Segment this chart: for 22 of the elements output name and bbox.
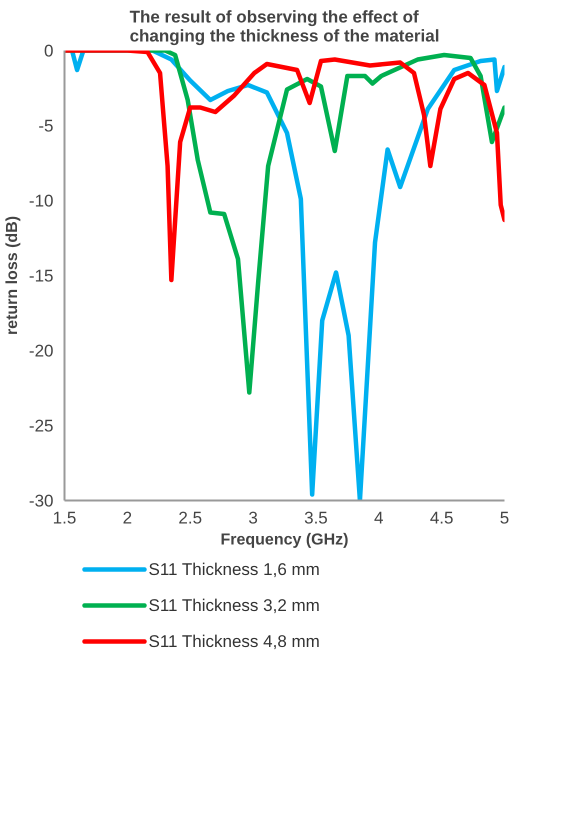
y-tick-label: -15: [28, 266, 54, 286]
y-tick-label: -5: [38, 116, 54, 136]
legend-label: S11 Thickness 4,8 mm: [148, 632, 320, 651]
chart-title: The result of observing the effect of changing the thickness of the material: [130, 8, 440, 46]
x-tick-label: 3.5: [304, 508, 328, 528]
line-series: [64, 50, 504, 282]
x-axis-title: Frequency (GHz): [220, 532, 349, 548]
x-tick-label: 4.5: [430, 508, 454, 528]
y-tick-label: 0: [44, 42, 54, 60]
x-tick-label: 5: [500, 508, 510, 528]
legend-label: S11 Thickness 1,6 mm: [148, 560, 320, 579]
y-tick-label: -25: [28, 416, 54, 436]
y-tick-label: -20: [28, 342, 54, 360]
x-tick-label: 1.5: [52, 508, 76, 528]
y-axis-title: return loss (dB): [4, 216, 21, 336]
x-tick-label: 2: [122, 508, 132, 528]
x-tick-label: 4: [374, 508, 384, 528]
y-tick-label: -10: [28, 192, 54, 210]
x-tick-label: 3: [248, 508, 258, 528]
legend-label: S11 Thickness 3,2 mm: [148, 596, 320, 615]
x-tick-label: 2.5: [178, 508, 202, 528]
y-tick-label: -30: [28, 492, 54, 510]
